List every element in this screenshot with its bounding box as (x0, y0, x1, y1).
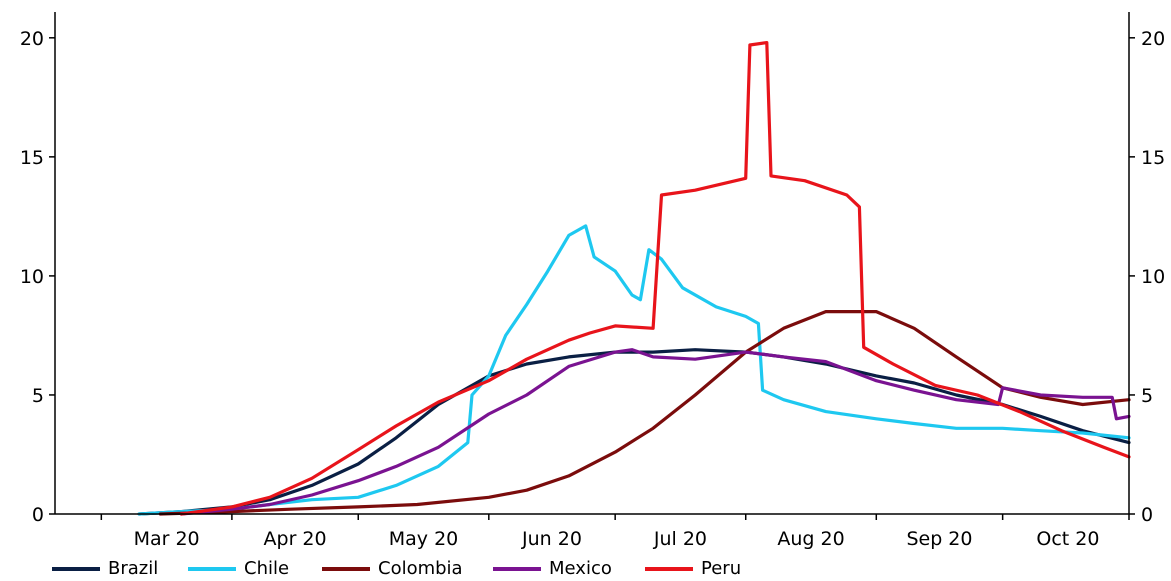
legend-label: Colombia (378, 558, 463, 579)
legend-item-chile: Chile (188, 556, 289, 581)
x-tick-label: Jul 20 (653, 528, 707, 550)
series-line-mexico (179, 348, 1131, 516)
series-line-colombia (158, 310, 1131, 516)
axes: 0 5 10 15 20 0 5 10 15 20 Mar 20 Apr 20 May 20 Jun 20… (20, 12, 1165, 550)
x-tick-label: Jun 20 (521, 528, 582, 550)
legend-label: Peru (701, 558, 742, 579)
x-tick-label: May 20 (389, 528, 459, 550)
legend-item-mexico: Mexico (493, 556, 612, 581)
y-tick-label-left: 15 (20, 147, 44, 169)
series-lines (137, 41, 1131, 516)
y-tick-label-left: 5 (32, 385, 44, 407)
y-tick-label-left: 20 (20, 28, 44, 50)
x-tick-label: Sep 20 (906, 528, 972, 550)
legend-label: Brazil (108, 558, 159, 579)
x-tick-label: Oct 20 (1036, 528, 1099, 550)
x-tick-label: Aug 20 (777, 528, 844, 550)
legend-label: Chile (244, 558, 290, 579)
legend-swatch (645, 566, 693, 571)
legend-swatch (493, 566, 541, 571)
x-tick-label: Apr 20 (264, 528, 327, 550)
legend-item-peru: Peru (645, 556, 741, 581)
y-tick-label-right: 20 (1141, 28, 1165, 50)
y-tick-label-left: 10 (20, 266, 44, 288)
y-tick-label-right: 5 (1141, 385, 1153, 407)
y-tick-label-left: 0 (32, 504, 44, 526)
legend-swatch (322, 566, 370, 571)
series-line-chile (137, 224, 1131, 516)
legend-swatch (188, 566, 236, 571)
line-chart: 0 5 10 15 20 0 5 10 15 20 Mar 20 Apr 20 May 20 Jun 20… (20, 12, 1165, 550)
y-tick-label-right: 10 (1141, 266, 1165, 288)
legend-swatch (52, 566, 100, 571)
legend-label: Mexico (549, 558, 612, 579)
y-tick-label-right: 0 (1141, 504, 1153, 526)
legend: Brazil Chile Colombia Mexico Peru (0, 556, 1171, 581)
series-line-peru (179, 41, 1131, 516)
y-tick-label-right: 15 (1141, 147, 1165, 169)
legend-item-colombia: Colombia (322, 556, 463, 581)
legend-item-brazil: Brazil (52, 556, 158, 581)
x-tick-label: Mar 20 (134, 528, 200, 550)
